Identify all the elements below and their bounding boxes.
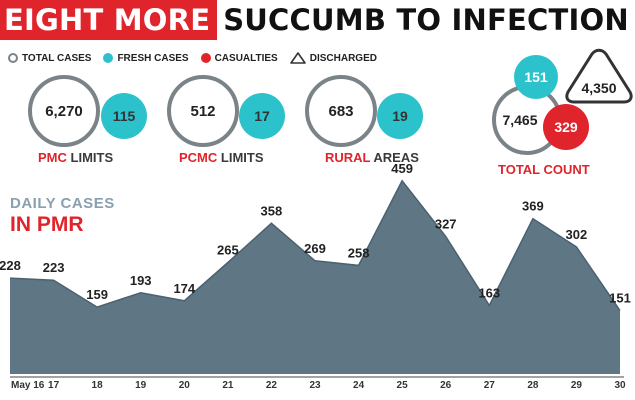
legend-item-total: TOTAL CASES xyxy=(8,53,91,64)
data-label: 159 xyxy=(86,287,108,302)
chart-labels-layer: May 16 228 17 223 18 159 19 193 20 174 21 265 22 358 2… xyxy=(0,161,631,391)
rural-label-highlight: RURAL xyxy=(325,150,371,165)
x-tick-label: 19 xyxy=(135,380,147,391)
rural-fresh-circle xyxy=(377,93,423,139)
legend-label-casualties: CASUALTIES xyxy=(214,52,278,64)
pmc-label-highlight: PMC xyxy=(38,150,67,165)
chart-title-line2: IN PMR xyxy=(10,213,84,236)
x-tick-label: May 16 xyxy=(11,380,45,391)
x-tick-label: 21 xyxy=(222,380,234,391)
chart-area-layer xyxy=(9,179,624,378)
legend-item-discharged: DISCHARGED xyxy=(289,52,377,64)
chart-title-line1: DAILY CASES xyxy=(10,195,115,212)
data-label: 163 xyxy=(478,285,500,300)
rural-total-circle xyxy=(305,75,377,147)
headline: EIGHT MORE SUCCUMB TO INFECTION xyxy=(0,0,635,40)
total-fresh-value: 151 xyxy=(524,69,548,85)
data-label: 193 xyxy=(130,273,152,288)
region-rural: 683 19 xyxy=(305,75,423,147)
pcmc-label-rest: LIMITS xyxy=(220,150,264,165)
discharged-triangle xyxy=(565,48,633,104)
pcmc-total-value: 512 xyxy=(190,103,215,120)
x-tick-label: 25 xyxy=(397,380,409,391)
legend: TOTAL CASES FRESH CASES CASUALTIES DISCH… xyxy=(8,50,377,66)
rural-fresh-value: 19 xyxy=(392,108,408,124)
pcmc-fresh-circle xyxy=(239,93,285,139)
data-label: 327 xyxy=(435,216,457,231)
daily-cases-area xyxy=(10,180,620,374)
total-casualties-value: 329 xyxy=(554,119,578,135)
total-cases-icon xyxy=(8,53,18,63)
x-tick-label: 18 xyxy=(92,380,104,391)
pmc-total-circle xyxy=(28,75,100,147)
x-tick-label: 26 xyxy=(440,380,452,391)
pmc-label-rest: LIMITS xyxy=(70,150,114,165)
legend-label-fresh: FRESH CASES xyxy=(117,52,189,64)
pcmc-fresh-value: 17 xyxy=(254,108,270,124)
total-count-value: 7,465 xyxy=(502,112,537,128)
headline-highlight: EIGHT MORE xyxy=(0,0,218,40)
total-casualties-circle xyxy=(543,104,589,150)
data-label: 174 xyxy=(173,281,195,296)
data-label: 258 xyxy=(348,245,370,260)
x-tick-label: 24 xyxy=(353,380,365,391)
data-label: 302 xyxy=(566,227,588,242)
chart-title: DAILY CASES IN PMR xyxy=(10,196,115,235)
x-tick-label: 20 xyxy=(179,380,191,391)
legend-item-casualties: CASUALTIES xyxy=(200,52,278,64)
data-label: 151 xyxy=(609,291,631,306)
pcmc-total-circle xyxy=(167,75,239,147)
data-label: 369 xyxy=(522,199,544,214)
x-tick-label: 29 xyxy=(571,380,583,391)
x-tick-label: 22 xyxy=(266,380,278,391)
legend-label-discharged: DISCHARGED xyxy=(309,52,377,64)
x-tick-label: 28 xyxy=(527,380,539,391)
x-tick-label: 23 xyxy=(309,380,321,391)
data-label: 223 xyxy=(43,260,65,275)
fresh-cases-icon xyxy=(103,53,114,63)
rural-label: RURAL AREAS xyxy=(325,150,419,165)
pcmc-label: PCMC LIMITS xyxy=(179,150,264,165)
data-label: 228 xyxy=(0,258,21,273)
total-discharged-value: 4,350 xyxy=(581,80,616,96)
legend-item-fresh: FRESH CASES xyxy=(103,52,189,64)
data-label: 358 xyxy=(261,203,283,218)
total-count-label: TOTAL COUNT xyxy=(498,162,590,177)
pcmc-label-highlight: PCMC xyxy=(179,150,218,165)
rural-total-value: 683 xyxy=(328,103,353,120)
data-label: 265 xyxy=(217,243,239,258)
summary-graphic: 6,270 115 512 17 683 19 7,465 151 329 4,… xyxy=(28,48,633,155)
rural-label-rest: AREAS xyxy=(373,150,419,165)
pmc-fresh-value: 115 xyxy=(113,108,136,124)
total-fresh-circle xyxy=(514,55,558,99)
region-pcmc: 512 17 xyxy=(167,75,285,147)
x-tick-label: 17 xyxy=(48,380,60,391)
total-count-group: 7,465 151 329 4,350 xyxy=(492,48,633,155)
discharged-icon xyxy=(289,52,306,64)
casualties-icon xyxy=(200,53,211,63)
x-tick-label: 27 xyxy=(484,380,496,391)
x-tick-label: 30 xyxy=(614,380,626,391)
pmc-fresh-circle xyxy=(101,93,147,139)
headline-text: SUCCUMB TO INFECTION xyxy=(223,3,629,37)
pmc-label: PMC LIMITS xyxy=(38,150,113,165)
data-label: 269 xyxy=(304,241,326,256)
daily-cases-line xyxy=(9,179,621,311)
region-pmc: 6,270 115 xyxy=(28,75,147,147)
data-label: 459 xyxy=(391,161,413,176)
pmc-total-value: 6,270 xyxy=(45,103,83,120)
legend-label-total: TOTAL CASES xyxy=(22,52,92,64)
